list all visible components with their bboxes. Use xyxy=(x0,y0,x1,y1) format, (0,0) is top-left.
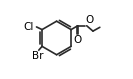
Text: O: O xyxy=(86,15,94,25)
Text: Br: Br xyxy=(32,51,44,61)
Text: Cl: Cl xyxy=(24,22,34,32)
Text: O: O xyxy=(74,35,82,45)
